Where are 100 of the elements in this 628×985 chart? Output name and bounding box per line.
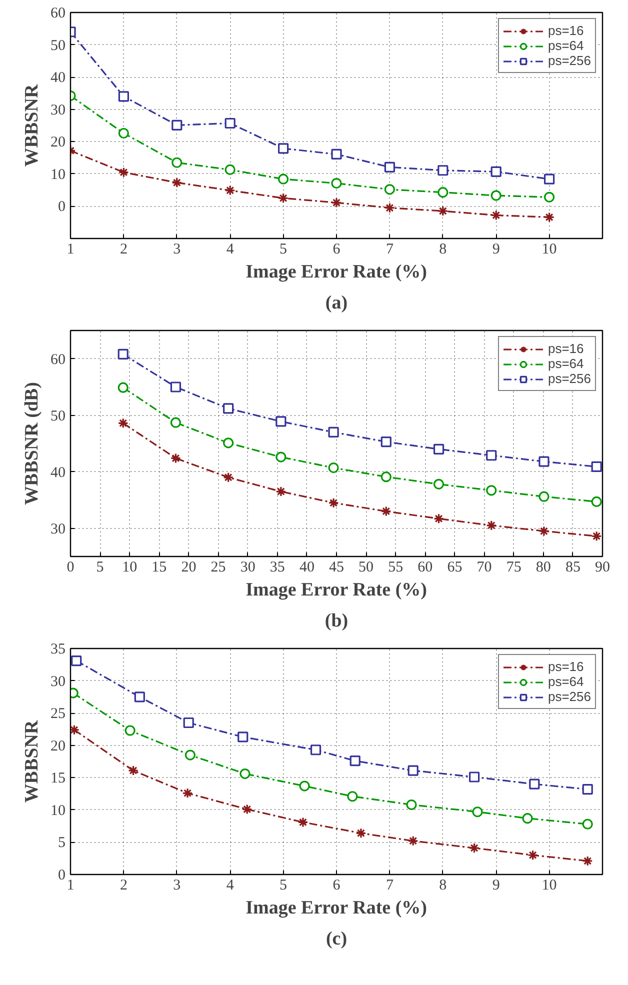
legend-label: ps=256 <box>548 371 591 386</box>
point <box>582 784 593 795</box>
x-tick-label: 6 <box>332 242 341 258</box>
point <box>486 520 497 531</box>
point <box>223 438 234 448</box>
y-tick-label: 50 <box>50 38 66 54</box>
x-tick-label: 65 <box>447 560 462 576</box>
point <box>224 185 236 196</box>
point <box>380 472 392 482</box>
point <box>438 165 448 176</box>
point <box>224 118 236 129</box>
text: (c) <box>326 928 348 950</box>
y-tick-label: 25 <box>50 706 66 722</box>
point <box>328 426 339 438</box>
point <box>118 418 128 428</box>
point <box>384 162 395 172</box>
x-axis-title: Image Error Rate (%) <box>246 580 427 600</box>
point <box>71 655 82 666</box>
y-tick-label: 40 <box>50 70 66 86</box>
point <box>408 836 418 846</box>
x-tick-label: 5 <box>280 242 288 258</box>
x-tick-label: 75 <box>506 560 522 576</box>
point <box>223 472 234 483</box>
point <box>331 197 342 208</box>
x-tick-label: 50 <box>358 560 374 576</box>
x-tick-label: 85 <box>565 560 580 576</box>
x-tick-label: 35 <box>270 560 285 576</box>
point <box>118 382 128 393</box>
point <box>529 778 540 790</box>
x-tick-label: 10 <box>542 878 557 894</box>
point <box>544 192 555 202</box>
x-tick-label: 10 <box>542 242 557 258</box>
y-tick-label: 0 <box>58 199 66 216</box>
point <box>384 184 395 195</box>
legend-label: ps=16 <box>548 23 584 38</box>
x-tick-label: 2 <box>120 242 128 258</box>
point <box>223 403 234 414</box>
x-tick-label: 7 <box>386 242 394 258</box>
point <box>278 143 289 154</box>
point <box>118 167 129 178</box>
point <box>134 692 145 702</box>
point <box>276 452 286 462</box>
x-tick-label: 4 <box>226 878 234 894</box>
point <box>128 765 139 776</box>
point <box>438 187 448 198</box>
x-tick-label: 25 <box>210 560 226 576</box>
point <box>242 804 252 815</box>
y-tick-label: 15 <box>50 770 66 787</box>
x-tick-label: 5 <box>280 878 288 894</box>
x-tick-label: 7 <box>386 878 394 894</box>
legend-label: ps=64 <box>548 356 584 371</box>
legend-label: ps=256 <box>548 53 591 68</box>
point <box>240 768 250 780</box>
x-tick-label: 4 <box>226 242 234 258</box>
point <box>380 436 392 448</box>
x-tick-label: 60 <box>418 560 433 576</box>
y-axis-title: WBBSNR <box>22 720 42 803</box>
point <box>172 177 182 188</box>
x-tick-label: 9 <box>492 242 500 258</box>
y-tick-label: 40 <box>50 464 66 481</box>
point <box>433 444 444 454</box>
point <box>433 513 444 524</box>
point <box>347 791 358 802</box>
legend-label: ps=64 <box>548 674 584 689</box>
legend-label: ps=64 <box>548 38 584 53</box>
point <box>118 128 129 139</box>
y-tick-label: 10 <box>50 802 66 819</box>
y-tick-label: 50 <box>50 408 66 424</box>
point <box>331 178 342 189</box>
point <box>408 765 418 776</box>
y-tick-label: 10 <box>50 166 66 183</box>
y-axis-title: WBBSNR <box>22 84 42 167</box>
point <box>438 206 448 216</box>
point <box>522 813 533 824</box>
x-tick-label: 1 <box>66 878 74 894</box>
point <box>490 190 502 201</box>
point <box>486 450 497 461</box>
y-tick-label: 20 <box>50 738 66 754</box>
x-axis-title: Image Error Rate (%) <box>246 262 427 282</box>
point <box>591 496 602 507</box>
x-tick-label: 3 <box>173 878 181 894</box>
x-tick-label: 1 <box>66 242 74 258</box>
x-tick-label: 40 <box>299 560 314 576</box>
point <box>380 506 392 517</box>
x-tick-label: 6 <box>332 878 341 894</box>
x-tick-label: 30 <box>240 560 256 576</box>
point <box>472 806 483 818</box>
x-tick-label: 15 <box>152 560 167 576</box>
x-tick-label: 80 <box>536 560 551 576</box>
text: (a) <box>325 292 348 314</box>
point <box>278 174 289 184</box>
point <box>582 818 593 830</box>
x-tick-label: 55 <box>388 560 404 576</box>
point <box>172 120 182 130</box>
point <box>490 166 502 177</box>
x-tick-label: 8 <box>439 242 447 258</box>
point <box>299 780 310 792</box>
point <box>538 456 550 467</box>
point <box>468 842 480 854</box>
point <box>591 530 602 542</box>
